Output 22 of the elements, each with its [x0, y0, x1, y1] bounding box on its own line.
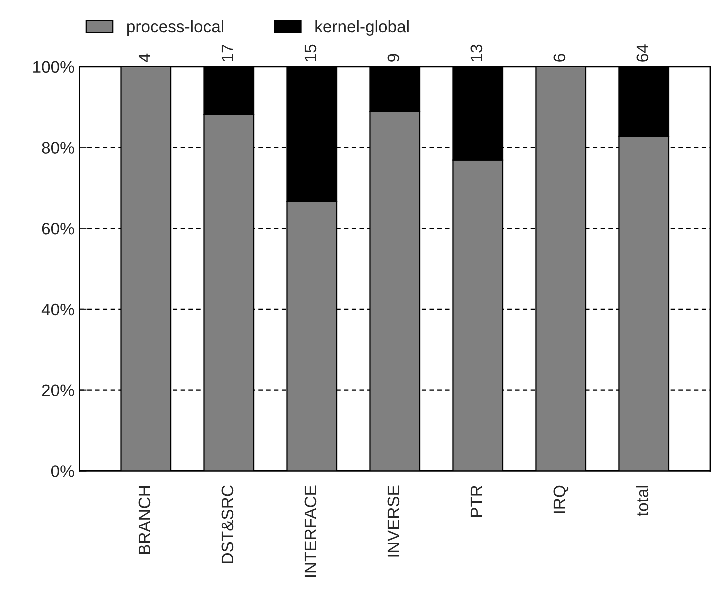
y-tick-label: 40%: [42, 304, 74, 316]
annotation: 13: [470, 44, 483, 62]
x-tick-label: PTR: [470, 486, 482, 518]
annotation: 15: [304, 44, 317, 62]
legend-label: process-local: [127, 20, 224, 36]
annotation: 17: [222, 45, 234, 62]
y-tick-label: 60%: [42, 223, 74, 235]
y-tick-label: 20%: [42, 384, 74, 397]
annotation: 4: [138, 54, 150, 62]
x-tick-label: total: [636, 486, 649, 516]
annotation: 6: [554, 54, 566, 62]
x-tick-label: INVERSE: [388, 486, 400, 557]
annotation: 9: [388, 54, 400, 62]
y-tick-label: 100%: [34, 61, 74, 74]
x-tick-label: BRANCH: [138, 486, 151, 554]
x-tick-label: INTERFACE: [304, 486, 317, 578]
legend-label: kernel-global: [316, 20, 409, 36]
y-tick-label: 80%: [42, 142, 74, 154]
annotation: 64: [636, 44, 649, 62]
x-tick-label: DST&SRC: [222, 486, 234, 564]
y-tick-label: 0%: [51, 466, 74, 478]
x-tick-label: IRQ: [554, 486, 569, 514]
